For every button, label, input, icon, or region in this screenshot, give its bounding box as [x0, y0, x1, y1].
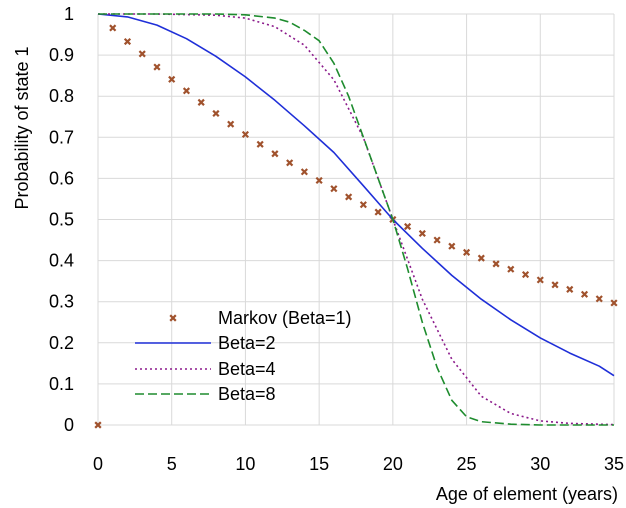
data-point [418, 229, 426, 238]
x-tick-label: 35 [604, 454, 624, 474]
y-tick-label: 0 [64, 415, 74, 435]
data-point [241, 130, 250, 139]
data-point [168, 75, 176, 83]
data-point [153, 63, 161, 71]
data-point [271, 150, 279, 158]
y-tick-labels: 0 0.1 0.2 0.3 0.4 0.5 0.6 0.7 0.8 0.9 1 [49, 4, 74, 435]
x-tick-labels: 0 5 10 15 20 25 30 35 [93, 454, 624, 474]
data-point [138, 50, 146, 58]
x-tick-label: 30 [530, 454, 550, 474]
y-tick-label: 0.1 [49, 374, 74, 394]
y-axis-title: Probability of state 1 [12, 46, 32, 209]
data-point [359, 201, 367, 209]
x-tick-label: 5 [167, 454, 177, 474]
y-tick-label: 0.2 [49, 333, 74, 353]
x-tick-label: 25 [457, 454, 477, 474]
legend-label: Markov (Beta=1) [218, 308, 352, 328]
y-tick-label: 0.8 [49, 86, 74, 106]
data-point [448, 242, 456, 250]
series-1 [97, 13, 615, 377]
data-point [330, 185, 338, 193]
data-point [286, 159, 294, 167]
y-tick-label: 0.3 [49, 292, 74, 312]
legend-label: Beta=4 [218, 359, 276, 379]
data-point [462, 248, 471, 256]
data-point [507, 265, 515, 273]
data-point [256, 140, 264, 148]
legend-marker [169, 314, 177, 322]
legend: Markov (Beta=1) Beta=2 Beta=4 Beta=8 [135, 308, 352, 404]
data-point [212, 109, 220, 118]
x-tick-label: 10 [235, 454, 255, 474]
data-point [477, 254, 485, 262]
data-point [94, 421, 102, 429]
data-point [345, 193, 353, 201]
x-tick-label: 0 [93, 454, 103, 474]
data-point [315, 176, 323, 185]
series-0 [94, 24, 618, 429]
data-point [300, 168, 308, 176]
data-point [182, 87, 191, 95]
legend-label: Beta=2 [218, 333, 276, 353]
y-tick-label: 0.5 [49, 210, 74, 230]
data-point [374, 208, 382, 216]
data-point [521, 270, 530, 279]
legend-item: Beta=8 [135, 384, 276, 404]
series-line [98, 13, 614, 426]
y-tick-label: 0.7 [49, 127, 74, 147]
data-point [433, 236, 441, 244]
legend-item: Beta=4 [135, 359, 276, 379]
y-tick-label: 1 [64, 4, 74, 24]
gridlines [97, 13, 615, 426]
data-point [197, 98, 205, 106]
y-tick-label: 0.4 [49, 251, 74, 271]
y-tick-label: 0.9 [49, 45, 74, 65]
data-point [123, 37, 132, 46]
data-point [580, 290, 589, 298]
data-point [404, 222, 412, 231]
data-point [536, 276, 544, 284]
x-axis-title: Age of element (years) [436, 484, 618, 504]
legend-item: Beta=2 [135, 333, 276, 353]
data-point [227, 120, 235, 128]
series-3 [98, 13, 614, 426]
x-tick-label: 20 [383, 454, 403, 474]
series-line [97, 13, 615, 377]
x-tick-label: 15 [309, 454, 329, 474]
data-point [595, 295, 603, 303]
legend-item: Markov (Beta=1) [169, 308, 352, 328]
series-layer [94, 13, 618, 429]
y-tick-label: 0.6 [49, 168, 74, 188]
data-point [566, 285, 574, 293]
data-point [109, 24, 117, 32]
data-point [492, 260, 500, 268]
legend-label: Beta=8 [218, 384, 276, 404]
data-point [551, 281, 559, 289]
data-point [610, 299, 618, 307]
